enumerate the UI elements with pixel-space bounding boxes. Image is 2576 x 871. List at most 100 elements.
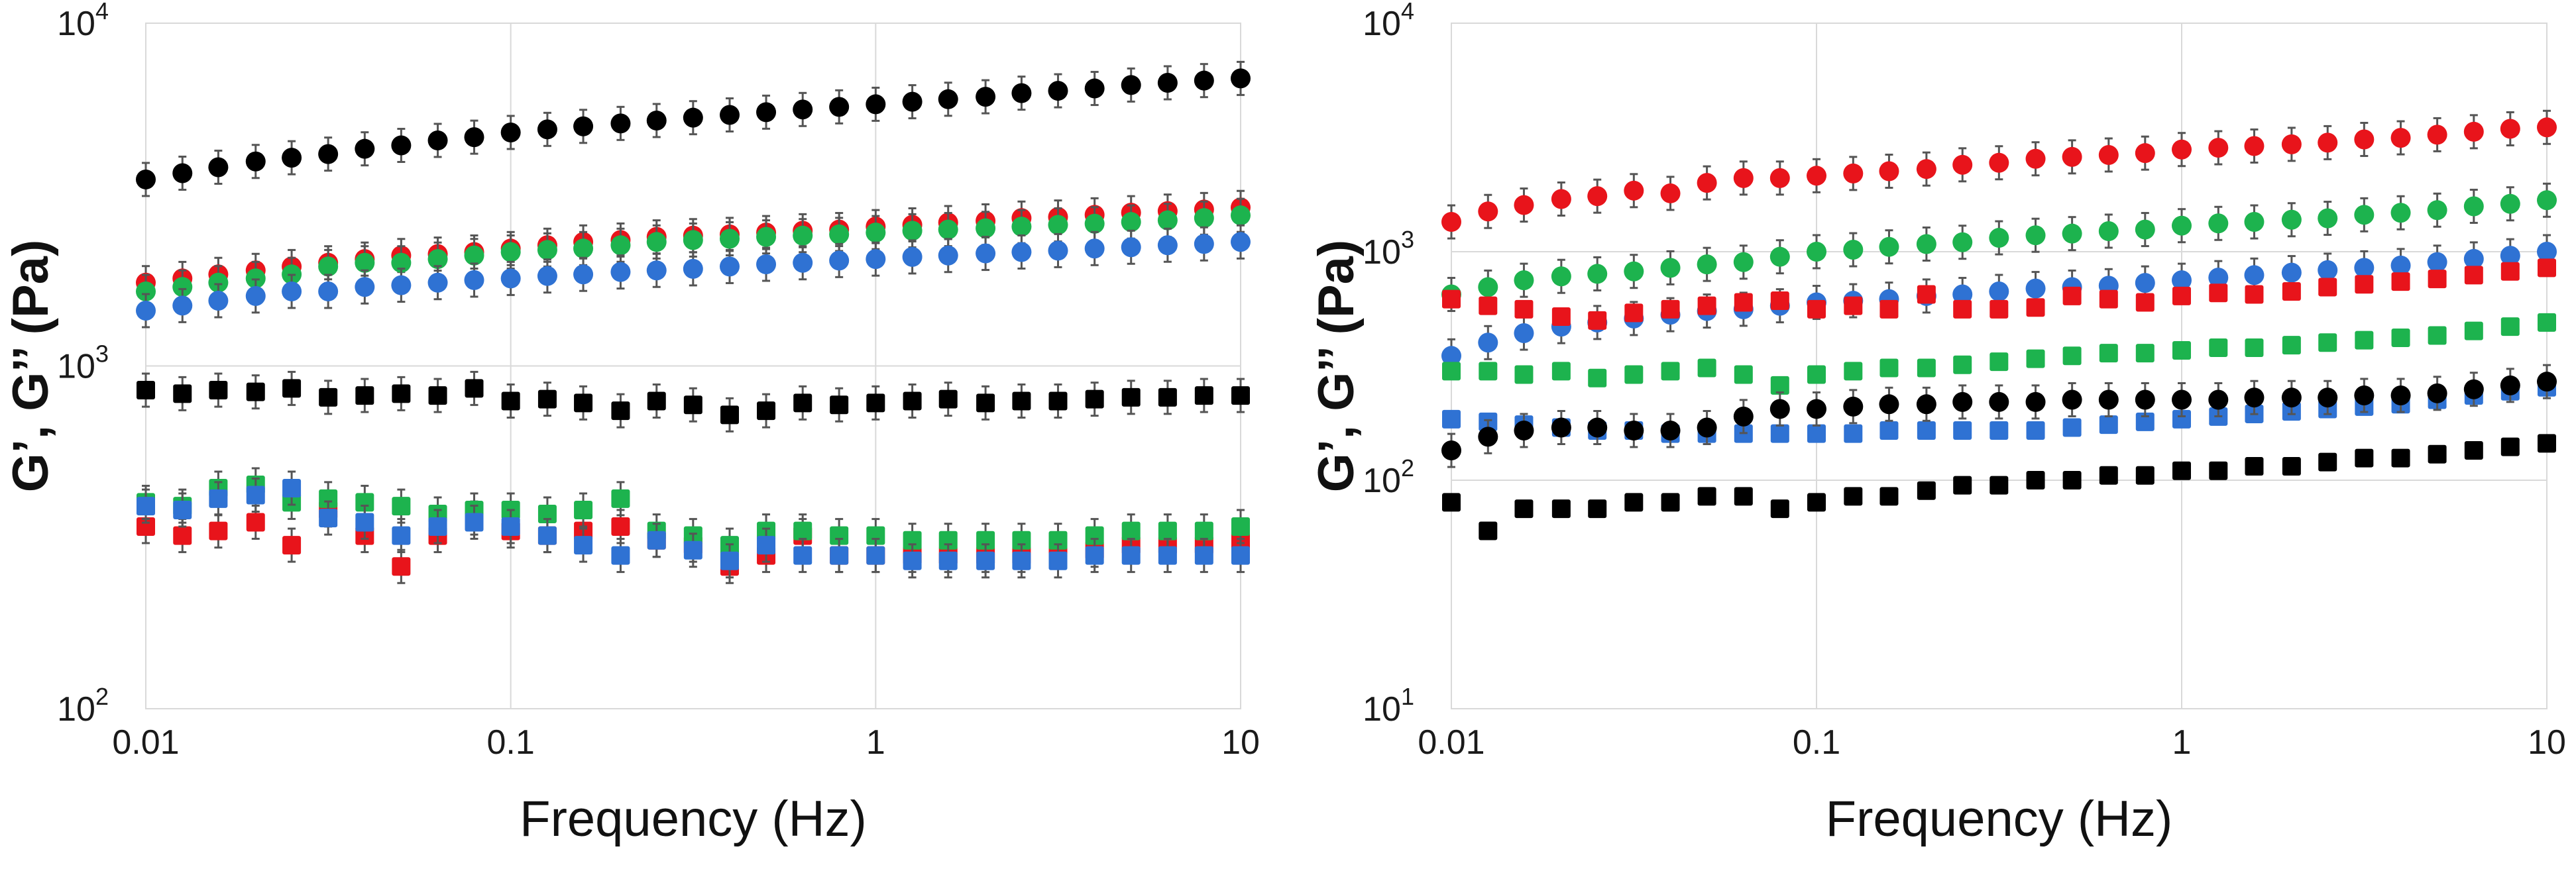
- data-point: [2390, 385, 2411, 405]
- data-point: [2062, 418, 2082, 437]
- data-point: [2355, 275, 2374, 294]
- data-point: [2428, 444, 2447, 464]
- data-point: [2135, 219, 2155, 240]
- plot-area: [145, 23, 1241, 709]
- data-point: [2463, 121, 2484, 142]
- data-point: [2463, 196, 2484, 217]
- data-point: [1479, 296, 1498, 315]
- data-point: [391, 275, 412, 295]
- data-point: [1734, 487, 1753, 506]
- data-point: [1697, 296, 1716, 315]
- data-point: [1084, 213, 1105, 234]
- data-point: [2099, 415, 2118, 435]
- data-point: [2427, 200, 2447, 221]
- data-point: [573, 264, 594, 285]
- data-point: [137, 381, 155, 400]
- series-black-g-: [136, 60, 1251, 197]
- data-point: [208, 157, 229, 178]
- data-point: [1624, 261, 1644, 282]
- data-point: [282, 536, 302, 555]
- data-point: [246, 382, 265, 401]
- data-point: [2135, 389, 2155, 410]
- data-point: [2355, 448, 2374, 468]
- data-point: [1231, 68, 1251, 89]
- data-point: [2318, 333, 2337, 352]
- data-point: [2318, 260, 2338, 280]
- data-point: [1048, 240, 1068, 261]
- data-point: [1085, 389, 1104, 409]
- data-point: [2282, 457, 2301, 476]
- data-point: [392, 497, 411, 516]
- data-point: [2099, 466, 2118, 485]
- data-point: [2135, 466, 2155, 485]
- y-axis-title: G’, G’’ (Pa): [1308, 240, 1365, 492]
- data-point: [2464, 266, 2483, 285]
- data-point: [136, 281, 156, 301]
- y-tick-label: 102: [1363, 454, 1414, 500]
- data-point: [1807, 493, 1826, 512]
- data-point: [1158, 521, 1177, 540]
- x-tick-label: 0.01: [1418, 723, 1484, 762]
- data-point: [976, 551, 995, 570]
- data-point: [537, 504, 557, 523]
- series-black-g-: [137, 370, 1250, 433]
- data-point: [1989, 228, 2009, 248]
- data-point: [573, 116, 594, 136]
- data-point: [427, 130, 448, 150]
- data-point: [1194, 234, 1214, 254]
- data-point: [282, 479, 302, 498]
- data-point: [1844, 362, 1863, 381]
- data-point: [2062, 346, 2082, 366]
- data-point: [537, 526, 557, 545]
- data-point: [1624, 493, 1644, 512]
- data-point: [720, 256, 740, 277]
- data-point: [1084, 238, 1105, 259]
- data-point: [282, 379, 302, 398]
- data-point: [173, 384, 192, 403]
- data-point: [1479, 521, 1498, 540]
- data-point: [1121, 75, 1141, 95]
- data-point: [1769, 246, 1790, 267]
- data-point: [209, 521, 228, 540]
- data-point: [2500, 119, 2520, 139]
- data-point: [2025, 148, 2046, 169]
- data-point: [1952, 391, 1973, 412]
- data-point: [646, 260, 667, 281]
- data-point: [2500, 193, 2520, 214]
- data-point: [2354, 205, 2375, 225]
- data-point: [2244, 136, 2265, 156]
- data-point: [392, 526, 411, 545]
- data-point: [1194, 208, 1214, 229]
- data-point: [1917, 481, 1936, 500]
- data-point: [1953, 299, 1972, 319]
- data-point: [1844, 487, 1863, 506]
- data-point: [355, 252, 375, 273]
- data-point: [646, 232, 667, 252]
- data-point: [172, 163, 193, 183]
- data-point: [829, 224, 850, 244]
- data-point: [793, 393, 812, 413]
- data-point: [1953, 355, 1972, 374]
- series-green-g-: [1441, 182, 2557, 313]
- y-tick-label: 103: [1363, 226, 1414, 272]
- data-point: [172, 277, 193, 297]
- data-point: [1442, 362, 1461, 381]
- data-point: [501, 391, 520, 411]
- data-point: [1879, 394, 1899, 415]
- data-point: [501, 517, 520, 536]
- data-point: [1551, 362, 1571, 381]
- data-point: [2172, 286, 2191, 305]
- data-point: [793, 252, 813, 273]
- data-point: [2500, 437, 2520, 456]
- data-point: [830, 526, 849, 545]
- data-point: [2282, 282, 2301, 301]
- data-point: [2391, 272, 2410, 291]
- data-point: [1514, 420, 1534, 440]
- data-point: [1084, 78, 1105, 99]
- data-point: [2537, 117, 2557, 138]
- x-tick-label: 10: [1221, 723, 1260, 762]
- data-point: [2464, 441, 2483, 460]
- data-point: [793, 546, 812, 565]
- data-point: [2062, 223, 2082, 244]
